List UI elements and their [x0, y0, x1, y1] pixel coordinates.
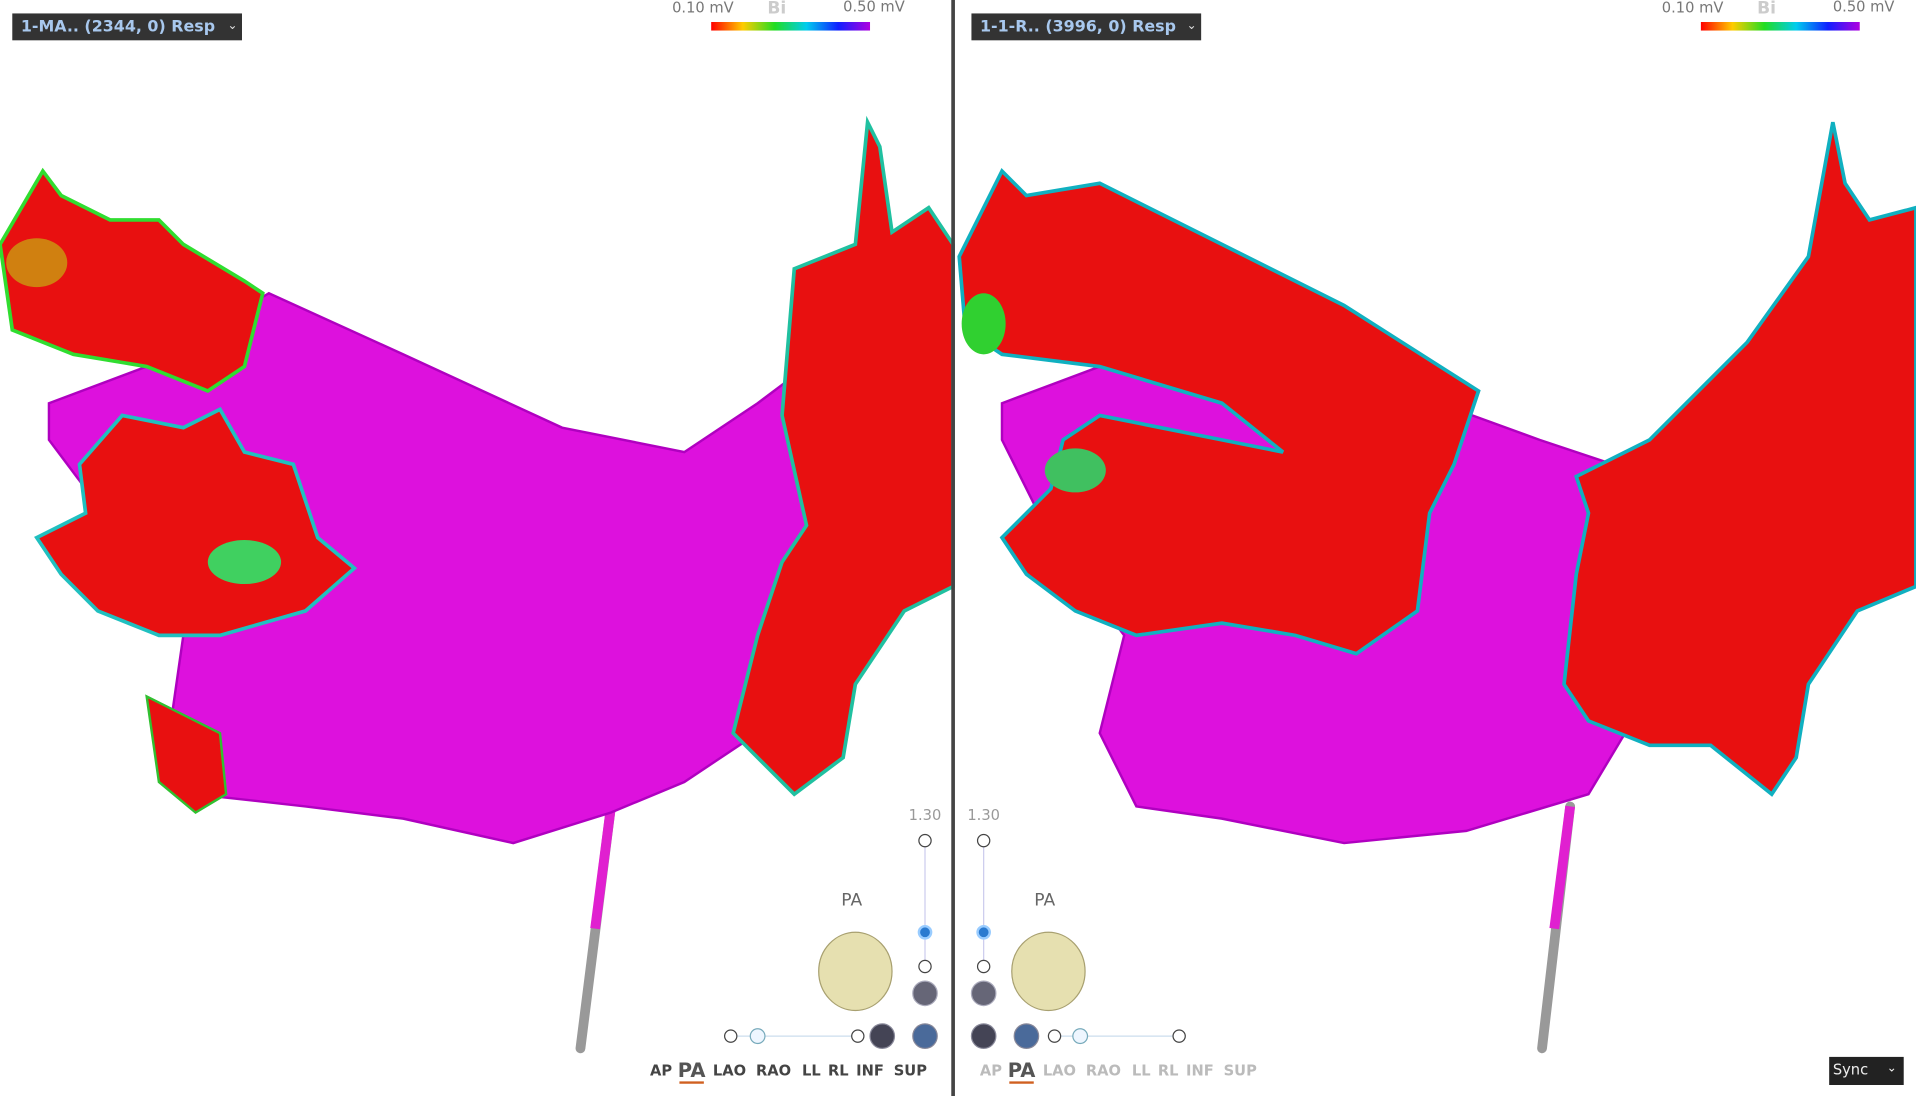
zoom-out[interactable]	[918, 959, 932, 974]
dropdown-arrow[interactable]: ⌄	[227, 18, 237, 32]
dropdown-label[interactable]: 1-1-R.. (3996, 0) Resp	[980, 16, 1176, 35]
view-button[interactable]: RAO	[756, 1063, 791, 1080]
zoom-handle[interactable]	[917, 924, 933, 940]
view-button[interactable]: AP	[650, 1063, 672, 1080]
map-left	[0, 115, 955, 1054]
rotate-plus[interactable]	[851, 1029, 865, 1043]
view-button[interactable]: PA	[1008, 1059, 1037, 1082]
color-bar	[711, 21, 871, 31]
view-button[interactable]: LAO	[713, 1063, 746, 1080]
heart-icon[interactable]	[818, 931, 893, 1012]
zoom-value: 1.30	[909, 807, 942, 824]
scale-min: 0.10 mV	[1662, 0, 1724, 17]
dropdown-label[interactable]: 1-MA.. (2344, 0) Resp	[21, 16, 215, 35]
dropdown[interactable]	[971, 13, 1202, 41]
sync-button[interactable]	[1829, 1056, 1904, 1086]
scale-mode: Bi	[1757, 0, 1776, 19]
rotate-handle[interactable]	[1072, 1028, 1089, 1045]
view-button[interactable]: RAO	[1086, 1063, 1121, 1080]
view-button[interactable]: LAO	[1043, 1063, 1076, 1080]
scale-min: 0.10 mV	[672, 0, 734, 17]
sync-label[interactable]: Sync	[1833, 1061, 1868, 1078]
view-button[interactable]: LL	[802, 1063, 821, 1080]
heart-icon[interactable]	[1011, 931, 1086, 1012]
dropdown[interactable]	[12, 13, 242, 41]
reset-view[interactable]	[912, 980, 938, 1007]
view-button[interactable]: PA	[678, 1059, 707, 1082]
view-button[interactable]: INF	[1186, 1063, 1214, 1080]
rotate-minus[interactable]	[724, 1029, 738, 1043]
view-button[interactable]: INF	[856, 1063, 884, 1080]
spin-button[interactable]	[912, 1023, 938, 1049]
reset-view[interactable]	[970, 980, 997, 1007]
map-right	[957, 121, 1916, 1054]
view-button[interactable]: RL	[828, 1063, 849, 1080]
globe-button[interactable]	[869, 1023, 896, 1049]
rotate-minus[interactable]	[1047, 1029, 1062, 1043]
globe-button[interactable]	[970, 1023, 997, 1049]
view-name: PA	[841, 891, 862, 911]
color-bar	[1700, 21, 1860, 31]
zoom-in[interactable]	[918, 833, 932, 848]
rotate-plus[interactable]	[1172, 1029, 1186, 1043]
dropdown-arrow[interactable]: ⌄	[1186, 18, 1196, 32]
scale-mode: Bi	[767, 0, 786, 19]
view-button[interactable]: SUP	[894, 1063, 927, 1080]
spin-button[interactable]	[1013, 1023, 1040, 1049]
view-button[interactable]: AP	[980, 1063, 1002, 1080]
zoom-in[interactable]	[976, 833, 991, 848]
view-name: PA	[1034, 891, 1055, 911]
rotate-handle[interactable]	[749, 1028, 766, 1045]
zoom-out[interactable]	[976, 959, 991, 974]
view-button[interactable]: RL	[1158, 1063, 1179, 1080]
sync-arrow[interactable]: ⌄	[1887, 1060, 1897, 1074]
scale-max: 0.50 mV	[843, 0, 905, 15]
scale-max: 0.50 mV	[1833, 0, 1895, 15]
zoom-handle[interactable]	[976, 924, 991, 940]
view-button[interactable]: SUP	[1224, 1063, 1257, 1080]
zoom-value: 1.30	[967, 807, 1000, 824]
view-button[interactable]: LL	[1132, 1063, 1151, 1080]
